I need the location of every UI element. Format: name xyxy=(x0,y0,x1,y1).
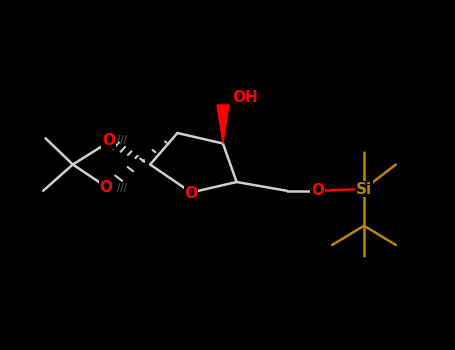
Text: O: O xyxy=(100,181,112,195)
Text: O: O xyxy=(185,186,197,201)
Text: ///: /// xyxy=(117,183,127,193)
Text: O: O xyxy=(102,133,115,148)
Polygon shape xyxy=(217,105,229,144)
Text: ///: /// xyxy=(117,135,127,145)
Text: Si: Si xyxy=(356,182,372,196)
Text: O: O xyxy=(311,183,324,197)
Text: OH: OH xyxy=(232,91,258,105)
